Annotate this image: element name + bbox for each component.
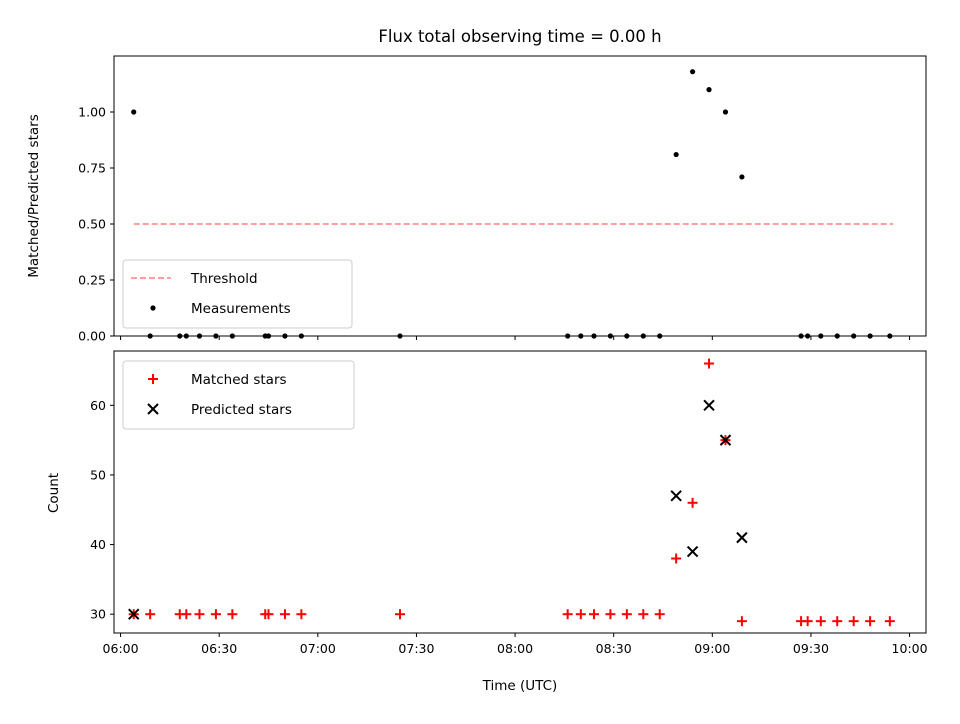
matched-stars-point xyxy=(638,609,649,620)
matched-stars-point xyxy=(145,609,156,620)
x-b xyxy=(703,399,715,412)
bottom-y-tick-label: 50 xyxy=(90,467,106,482)
bottom-x-axis-label: Time (UTC) xyxy=(482,678,558,694)
matched-stars-point xyxy=(848,616,859,627)
top-y-axis-label: Matched/Predicted stars xyxy=(26,114,42,277)
x-b xyxy=(670,490,682,502)
predicted-stars-point xyxy=(128,608,140,620)
bottom-legend-x-swatch xyxy=(147,403,159,415)
matched-stars-point xyxy=(687,497,698,508)
matched-stars-point xyxy=(704,358,715,369)
matched-stars-point xyxy=(671,553,682,564)
predicted-stars-point xyxy=(703,399,715,412)
bottom-legend-box xyxy=(122,360,355,430)
matched-stars-point xyxy=(194,609,205,620)
matched-stars-point xyxy=(210,609,221,620)
matched-stars-point xyxy=(562,609,573,620)
matched-stars-point xyxy=(296,609,307,620)
top-legend-dot-swatch xyxy=(150,305,156,311)
top-legend-entry-label: Threshold xyxy=(190,271,258,287)
bottom-y-tick-label: 60 xyxy=(90,398,106,413)
bottom-legend-entry-label: Predicted stars xyxy=(191,402,292,418)
matched-stars-point xyxy=(588,609,599,620)
x-tick-label: 07:30 xyxy=(398,641,434,656)
matched-stars-point xyxy=(263,609,274,620)
matched-stars-point xyxy=(227,609,238,620)
top-y-tick-label: 0.75 xyxy=(78,161,106,176)
x-tick-label: 09:30 xyxy=(793,641,829,656)
matched-stars-point xyxy=(832,616,843,627)
top-y-tick-label: 1.00 xyxy=(78,105,106,120)
top-y-tick-label: 0.00 xyxy=(78,329,106,344)
x-tick-label: 08:00 xyxy=(497,641,533,656)
matched-stars-point xyxy=(395,609,406,620)
bottom-plot-frame xyxy=(113,350,927,634)
top-legend: Threshold Measurements xyxy=(122,259,353,329)
x-tick-label: 10:00 xyxy=(892,641,928,656)
measurement-point xyxy=(706,87,712,93)
x-b xyxy=(719,434,732,446)
measurement-point xyxy=(689,69,696,75)
bottom-plot: 30 40 50 60 06:00 06:30 07:00 07:30 08:00 08:30 09… xyxy=(90,350,928,656)
predicted-stars-point xyxy=(670,490,682,502)
top-chart-title: Flux total observing time = 0.00 h xyxy=(378,27,661,46)
matched-stars-point xyxy=(815,616,826,627)
matched-stars-point xyxy=(575,609,586,620)
top-legend-box xyxy=(122,259,353,329)
matched-stars-point xyxy=(181,609,192,620)
matched-stars-point xyxy=(802,616,813,627)
x-tick-label: 06:30 xyxy=(201,641,237,656)
matched-stars-point xyxy=(654,609,665,620)
x-b xyxy=(128,608,140,620)
top-plot-frame xyxy=(113,55,927,337)
bottom-legend: Matched stars Predicted stars xyxy=(122,360,355,430)
x-b xyxy=(686,545,699,558)
measurement-point xyxy=(722,109,729,115)
matched-stars-point xyxy=(865,616,876,627)
matched-stars-point xyxy=(605,609,616,620)
bottom-legend-entry-label: Matched stars xyxy=(191,372,287,388)
x-tick-label: 09:00 xyxy=(694,641,730,656)
x-tick-label: 06:00 xyxy=(103,641,139,656)
x-tick-label: 08:30 xyxy=(596,641,632,656)
x-b xyxy=(736,531,748,544)
top-y-tick-label: 0.25 xyxy=(78,273,106,288)
bottom-y-tick-label: 30 xyxy=(90,607,106,622)
measurement-point xyxy=(131,109,137,115)
predicted-stars-point xyxy=(719,434,732,446)
predicted-stars-point xyxy=(736,531,748,544)
matched-stars-point xyxy=(621,609,632,620)
predicted-stars-point xyxy=(686,545,699,558)
top-legend-entry-label: Measurements xyxy=(191,301,291,317)
matched-stars-point xyxy=(736,616,747,627)
matched-stars-point xyxy=(884,616,895,627)
matched-stars-point xyxy=(279,609,290,620)
measurement-point xyxy=(673,151,679,158)
measurement-point xyxy=(739,174,745,180)
x-tick-label: 07:00 xyxy=(300,641,336,656)
top-plot: 0.00 0.25 0.50 0.75 1.00 Threshold Measurement… xyxy=(78,55,927,344)
bottom-y-tick-label: 40 xyxy=(90,537,106,552)
top-y-tick-label: 0.50 xyxy=(78,217,106,232)
bottom-y-axis-label: Count xyxy=(46,473,62,513)
